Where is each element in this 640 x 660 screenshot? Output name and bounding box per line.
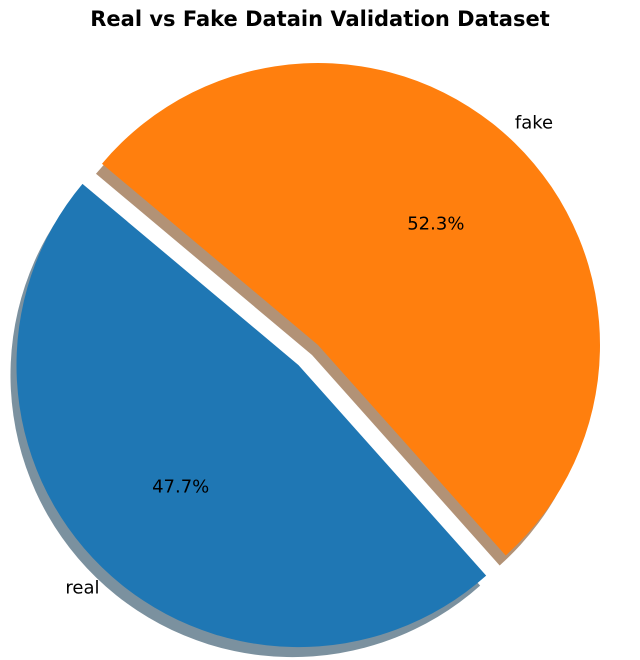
- pie-slice-fake: [101, 62, 600, 556]
- slice-label-fake: fake: [515, 112, 553, 133]
- pie-slice-real: [16, 183, 487, 648]
- pie-slice-layer: [16, 62, 600, 648]
- pie-label-layer: real 47.7% fake 52.3%: [65, 112, 553, 598]
- chart-title: Real vs Fake Datain Validation Dataset: [90, 7, 550, 31]
- slice-percent-label-fake: 52.3%: [407, 214, 464, 235]
- slice-label-real: real: [65, 578, 99, 599]
- slice-percent-label-real: 47.7%: [152, 477, 209, 498]
